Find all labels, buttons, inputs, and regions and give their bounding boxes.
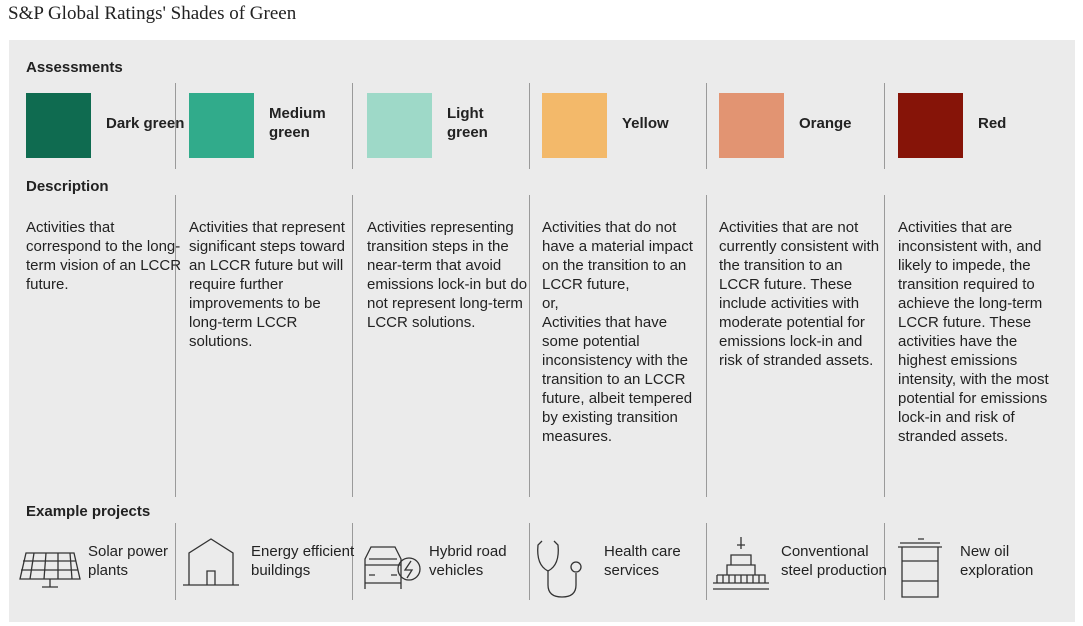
description-text: Activities that do not have a material i… [542, 219, 693, 293]
separator [706, 523, 707, 600]
description-text: Activities representing transition steps… [367, 219, 528, 331]
example-project: Conventional steel production [781, 543, 887, 579]
description-text: Activities that are not currently consis… [719, 219, 880, 369]
separator [352, 523, 353, 600]
assessment-name: Red [978, 114, 1007, 132]
description: Activities that correspond to the long-t… [26, 218, 188, 294]
description: Activities that are inconsistent with, a… [898, 218, 1060, 446]
icon [537, 540, 582, 598]
description-text: or, [542, 295, 559, 312]
description: Activities that are not currently consis… [719, 218, 881, 370]
description-text: Activities that have some potential inco… [542, 314, 693, 445]
description-text: Activities that are inconsistent with, a… [898, 219, 1049, 445]
icon [364, 546, 421, 589]
icon [713, 537, 769, 590]
swatch [898, 93, 963, 158]
assessment-name: Light green [447, 105, 488, 141]
section-label: Assessments [26, 59, 123, 76]
example-project: Health care services [604, 543, 681, 579]
separator [175, 83, 176, 169]
section-label: Description [26, 178, 109, 195]
description-text: Activities that correspond to the long-t… [26, 219, 182, 293]
separator [529, 523, 530, 600]
swatch [542, 93, 607, 158]
separator [352, 83, 353, 169]
separator [175, 195, 176, 497]
separator [884, 523, 885, 600]
section-label: Example projects [26, 503, 151, 520]
assessment-name: Dark green [106, 114, 185, 132]
description: Activities that represent significant st… [189, 218, 351, 351]
example-project: New oil exploration [960, 543, 1034, 579]
description: Activities that do not have a material i… [542, 218, 704, 446]
separator [884, 83, 885, 169]
description: Activities representing transition steps… [367, 218, 529, 332]
swatch [189, 93, 254, 158]
title: S&P Global Ratings' Shades of Green [8, 3, 297, 24]
swatch [367, 93, 432, 158]
separator [175, 523, 176, 600]
description-text: Activities that represent significant st… [189, 219, 345, 350]
example-project: Hybrid road vehicles [429, 543, 507, 579]
separator [706, 195, 707, 497]
separator [529, 83, 530, 169]
swatch [719, 93, 784, 158]
assessment-name: Orange [799, 114, 852, 132]
icon [19, 552, 81, 588]
separator [884, 195, 885, 497]
panel: Assessments Description Example projects… [9, 40, 1075, 622]
swatch [26, 93, 91, 158]
example-project: Energy efficient buildings [251, 543, 355, 579]
separator [706, 83, 707, 169]
assessment-name: Yellow [622, 114, 669, 132]
example-project: Solar power plants [88, 543, 169, 579]
assessment-name: Medium green [269, 105, 326, 141]
icon [898, 538, 942, 598]
separator [352, 195, 353, 497]
icon [183, 538, 239, 586]
separator [529, 195, 530, 497]
